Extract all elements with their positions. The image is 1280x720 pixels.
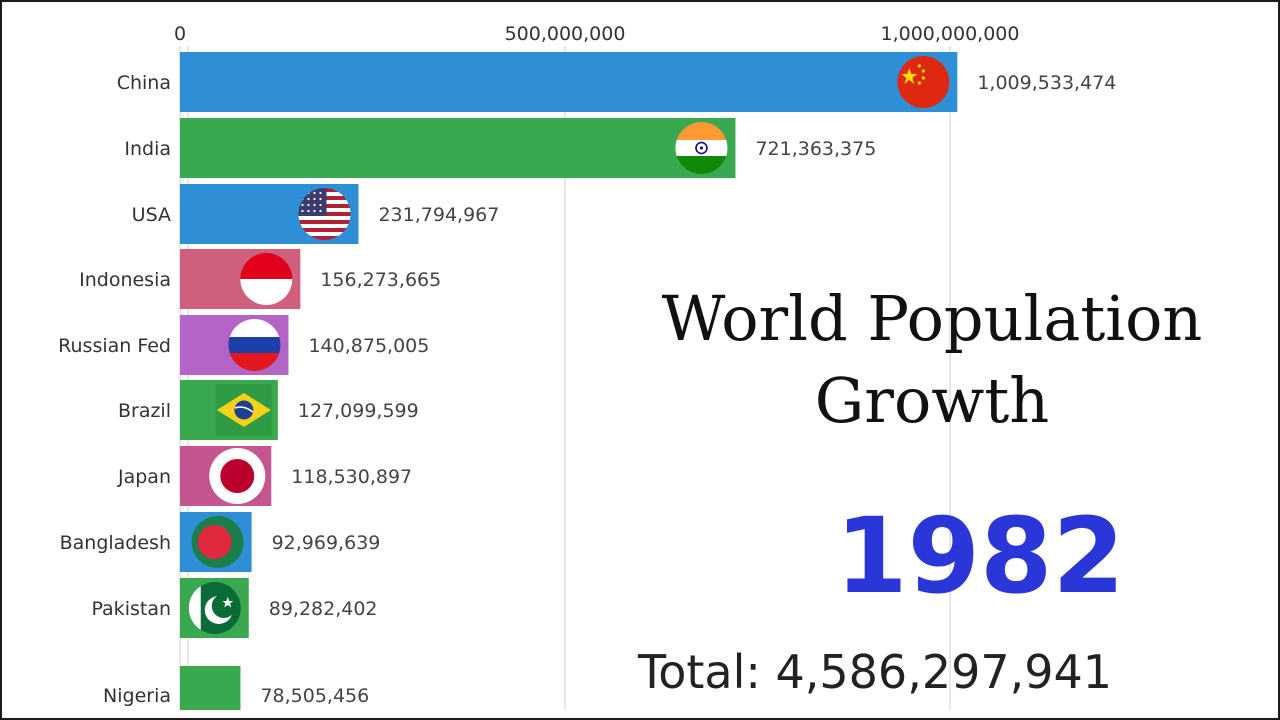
value-label: 89,282,402	[269, 598, 378, 620]
value-label: 156,273,665	[320, 269, 441, 291]
bar-china	[180, 52, 958, 112]
total-label: Total: 4,586,297,941	[637, 645, 1112, 699]
category-labels: China India USA Indonesia Russian Fed Brazil J…	[58, 72, 171, 707]
value-label: 127,099,599	[298, 400, 419, 422]
category-label: China	[117, 72, 171, 94]
value-labels: 1,009,533,474 721,363,375 231,794,967 156,2…	[260, 72, 1116, 707]
bar-india	[180, 118, 736, 178]
x-tick-label: 1,000,000,000	[880, 23, 1019, 45]
china-flag-icon	[897, 56, 950, 108]
year-label: 1982	[835, 495, 1124, 617]
indonesia-flag-icon	[240, 253, 293, 305]
category-label: Nigeria	[103, 685, 171, 707]
pakistan-flag-icon	[188, 582, 241, 634]
x-axis-tick-labels: 0 500,000,000 1,000,000,000	[174, 23, 1020, 45]
x-tick-label: 0	[174, 23, 186, 45]
value-label: 92,969,639	[272, 532, 381, 554]
value-label: 78,505,456	[260, 685, 369, 707]
category-label: Bangladesh	[60, 532, 171, 554]
brazil-flag-icon	[215, 384, 272, 436]
category-label: Japan	[117, 466, 171, 488]
chart-title-line-1: World Population	[662, 282, 1203, 355]
category-label: Pakistan	[91, 598, 171, 620]
chart-title-line-2: Growth	[815, 364, 1049, 437]
usa-flag-icon	[298, 188, 351, 240]
category-label: India	[124, 138, 171, 160]
category-label: USA	[132, 204, 171, 226]
value-label: 721,363,375	[755, 138, 876, 160]
value-label: 1,009,533,474	[977, 72, 1116, 94]
bangladesh-flag-icon	[191, 516, 244, 568]
category-label: Brazil	[118, 400, 171, 422]
russia-flag-icon	[228, 319, 281, 371]
japan-flag-icon	[209, 448, 266, 504]
value-label: 231,794,967	[378, 204, 499, 226]
india-flag-icon	[675, 122, 728, 174]
bar-nigeria	[180, 666, 241, 710]
flags	[188, 56, 950, 634]
category-label: Indonesia	[79, 269, 171, 291]
value-label: 140,875,005	[308, 335, 429, 357]
x-tick-label: 500,000,000	[505, 23, 626, 45]
value-label: 118,530,897	[291, 466, 412, 488]
category-label: Russian Fed	[58, 335, 171, 357]
